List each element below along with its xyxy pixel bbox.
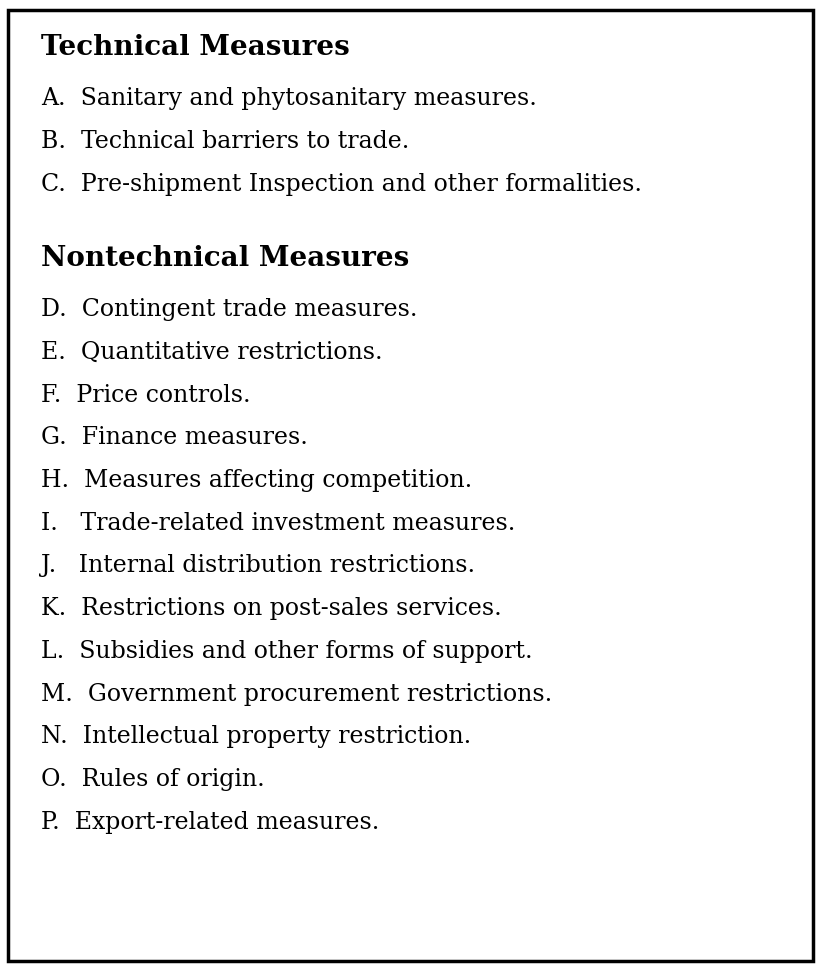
Text: G.  Finance measures.: G. Finance measures.	[41, 426, 308, 450]
Text: B.  Technical barriers to trade.: B. Technical barriers to trade.	[41, 130, 410, 153]
Text: Technical Measures: Technical Measures	[41, 34, 350, 61]
Text: O.  Rules of origin.: O. Rules of origin.	[41, 768, 265, 791]
Text: A.  Sanitary and phytosanitary measures.: A. Sanitary and phytosanitary measures.	[41, 87, 537, 111]
Text: I.   Trade-related investment measures.: I. Trade-related investment measures.	[41, 512, 516, 535]
Text: H.  Measures affecting competition.: H. Measures affecting competition.	[41, 469, 472, 492]
Text: Nontechnical Measures: Nontechnical Measures	[41, 245, 410, 272]
Text: N.  Intellectual property restriction.: N. Intellectual property restriction.	[41, 725, 471, 749]
Text: F.  Price controls.: F. Price controls.	[41, 384, 250, 407]
Text: K.  Restrictions on post-sales services.: K. Restrictions on post-sales services.	[41, 597, 502, 620]
Text: J.   Internal distribution restrictions.: J. Internal distribution restrictions.	[41, 554, 475, 578]
Text: E.  Quantitative restrictions.: E. Quantitative restrictions.	[41, 341, 383, 364]
Text: D.  Contingent trade measures.: D. Contingent trade measures.	[41, 298, 418, 321]
Text: C.  Pre-shipment Inspection and other formalities.: C. Pre-shipment Inspection and other for…	[41, 173, 642, 196]
FancyBboxPatch shape	[8, 10, 813, 961]
Text: M.  Government procurement restrictions.: M. Government procurement restrictions.	[41, 683, 553, 706]
Text: L.  Subsidies and other forms of support.: L. Subsidies and other forms of support.	[41, 640, 533, 663]
Text: P.  Export-related measures.: P. Export-related measures.	[41, 811, 379, 834]
